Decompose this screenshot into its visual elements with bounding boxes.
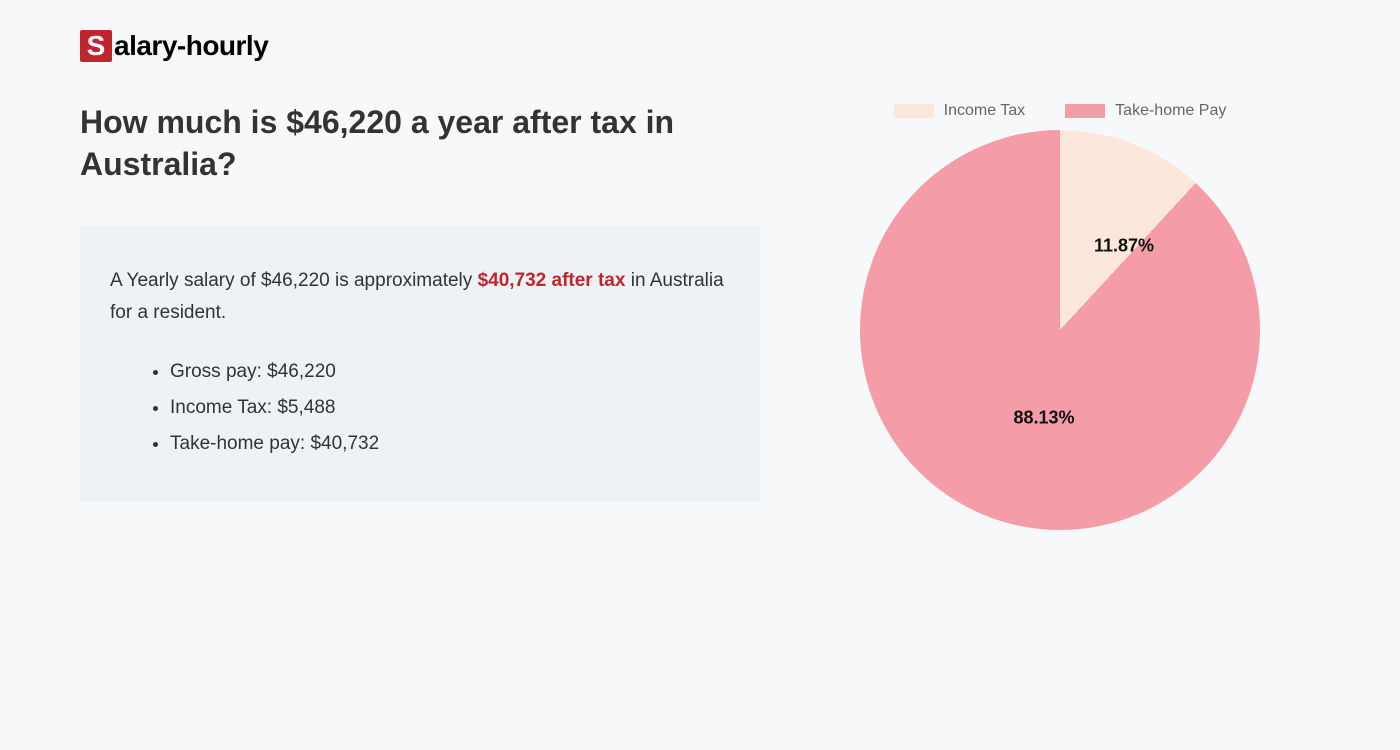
legend-label: Take-home Pay [1115, 102, 1226, 120]
right-column: Income Tax Take-home Pay 11.87% 88.13% [820, 102, 1300, 530]
list-item: Income Tax: $5,488 [170, 390, 730, 426]
summary-text: A Yearly salary of $46,220 is approximat… [110, 265, 730, 330]
logo-s-badge: S [80, 30, 112, 62]
summary-box: A Yearly salary of $46,220 is approximat… [80, 225, 760, 502]
legend-swatch [894, 104, 934, 118]
pie-disc [860, 130, 1260, 530]
summary-list: Gross pay: $46,220 Income Tax: $5,488 Ta… [110, 354, 730, 462]
list-item: Take-home pay: $40,732 [170, 426, 730, 462]
chart-legend: Income Tax Take-home Pay [820, 102, 1300, 120]
site-logo: S alary-hourly [80, 30, 1320, 62]
legend-swatch [1065, 104, 1105, 118]
legend-item-income-tax: Income Tax [894, 102, 1026, 120]
slice-label-take-home: 88.13% [1013, 408, 1074, 429]
summary-highlight: $40,732 after tax [478, 270, 626, 291]
legend-label: Income Tax [944, 102, 1026, 120]
logo-text: alary-hourly [114, 30, 268, 62]
slice-label-income-tax: 11.87% [1094, 236, 1154, 257]
content-row: How much is $46,220 a year after tax in … [80, 102, 1320, 530]
pie-chart: 11.87% 88.13% [860, 130, 1260, 530]
list-item: Gross pay: $46,220 [170, 354, 730, 390]
legend-item-take-home: Take-home Pay [1065, 102, 1226, 120]
left-column: How much is $46,220 a year after tax in … [80, 102, 760, 502]
summary-prefix: A Yearly salary of $46,220 is approximat… [110, 270, 478, 291]
page-title: How much is $46,220 a year after tax in … [80, 102, 760, 185]
